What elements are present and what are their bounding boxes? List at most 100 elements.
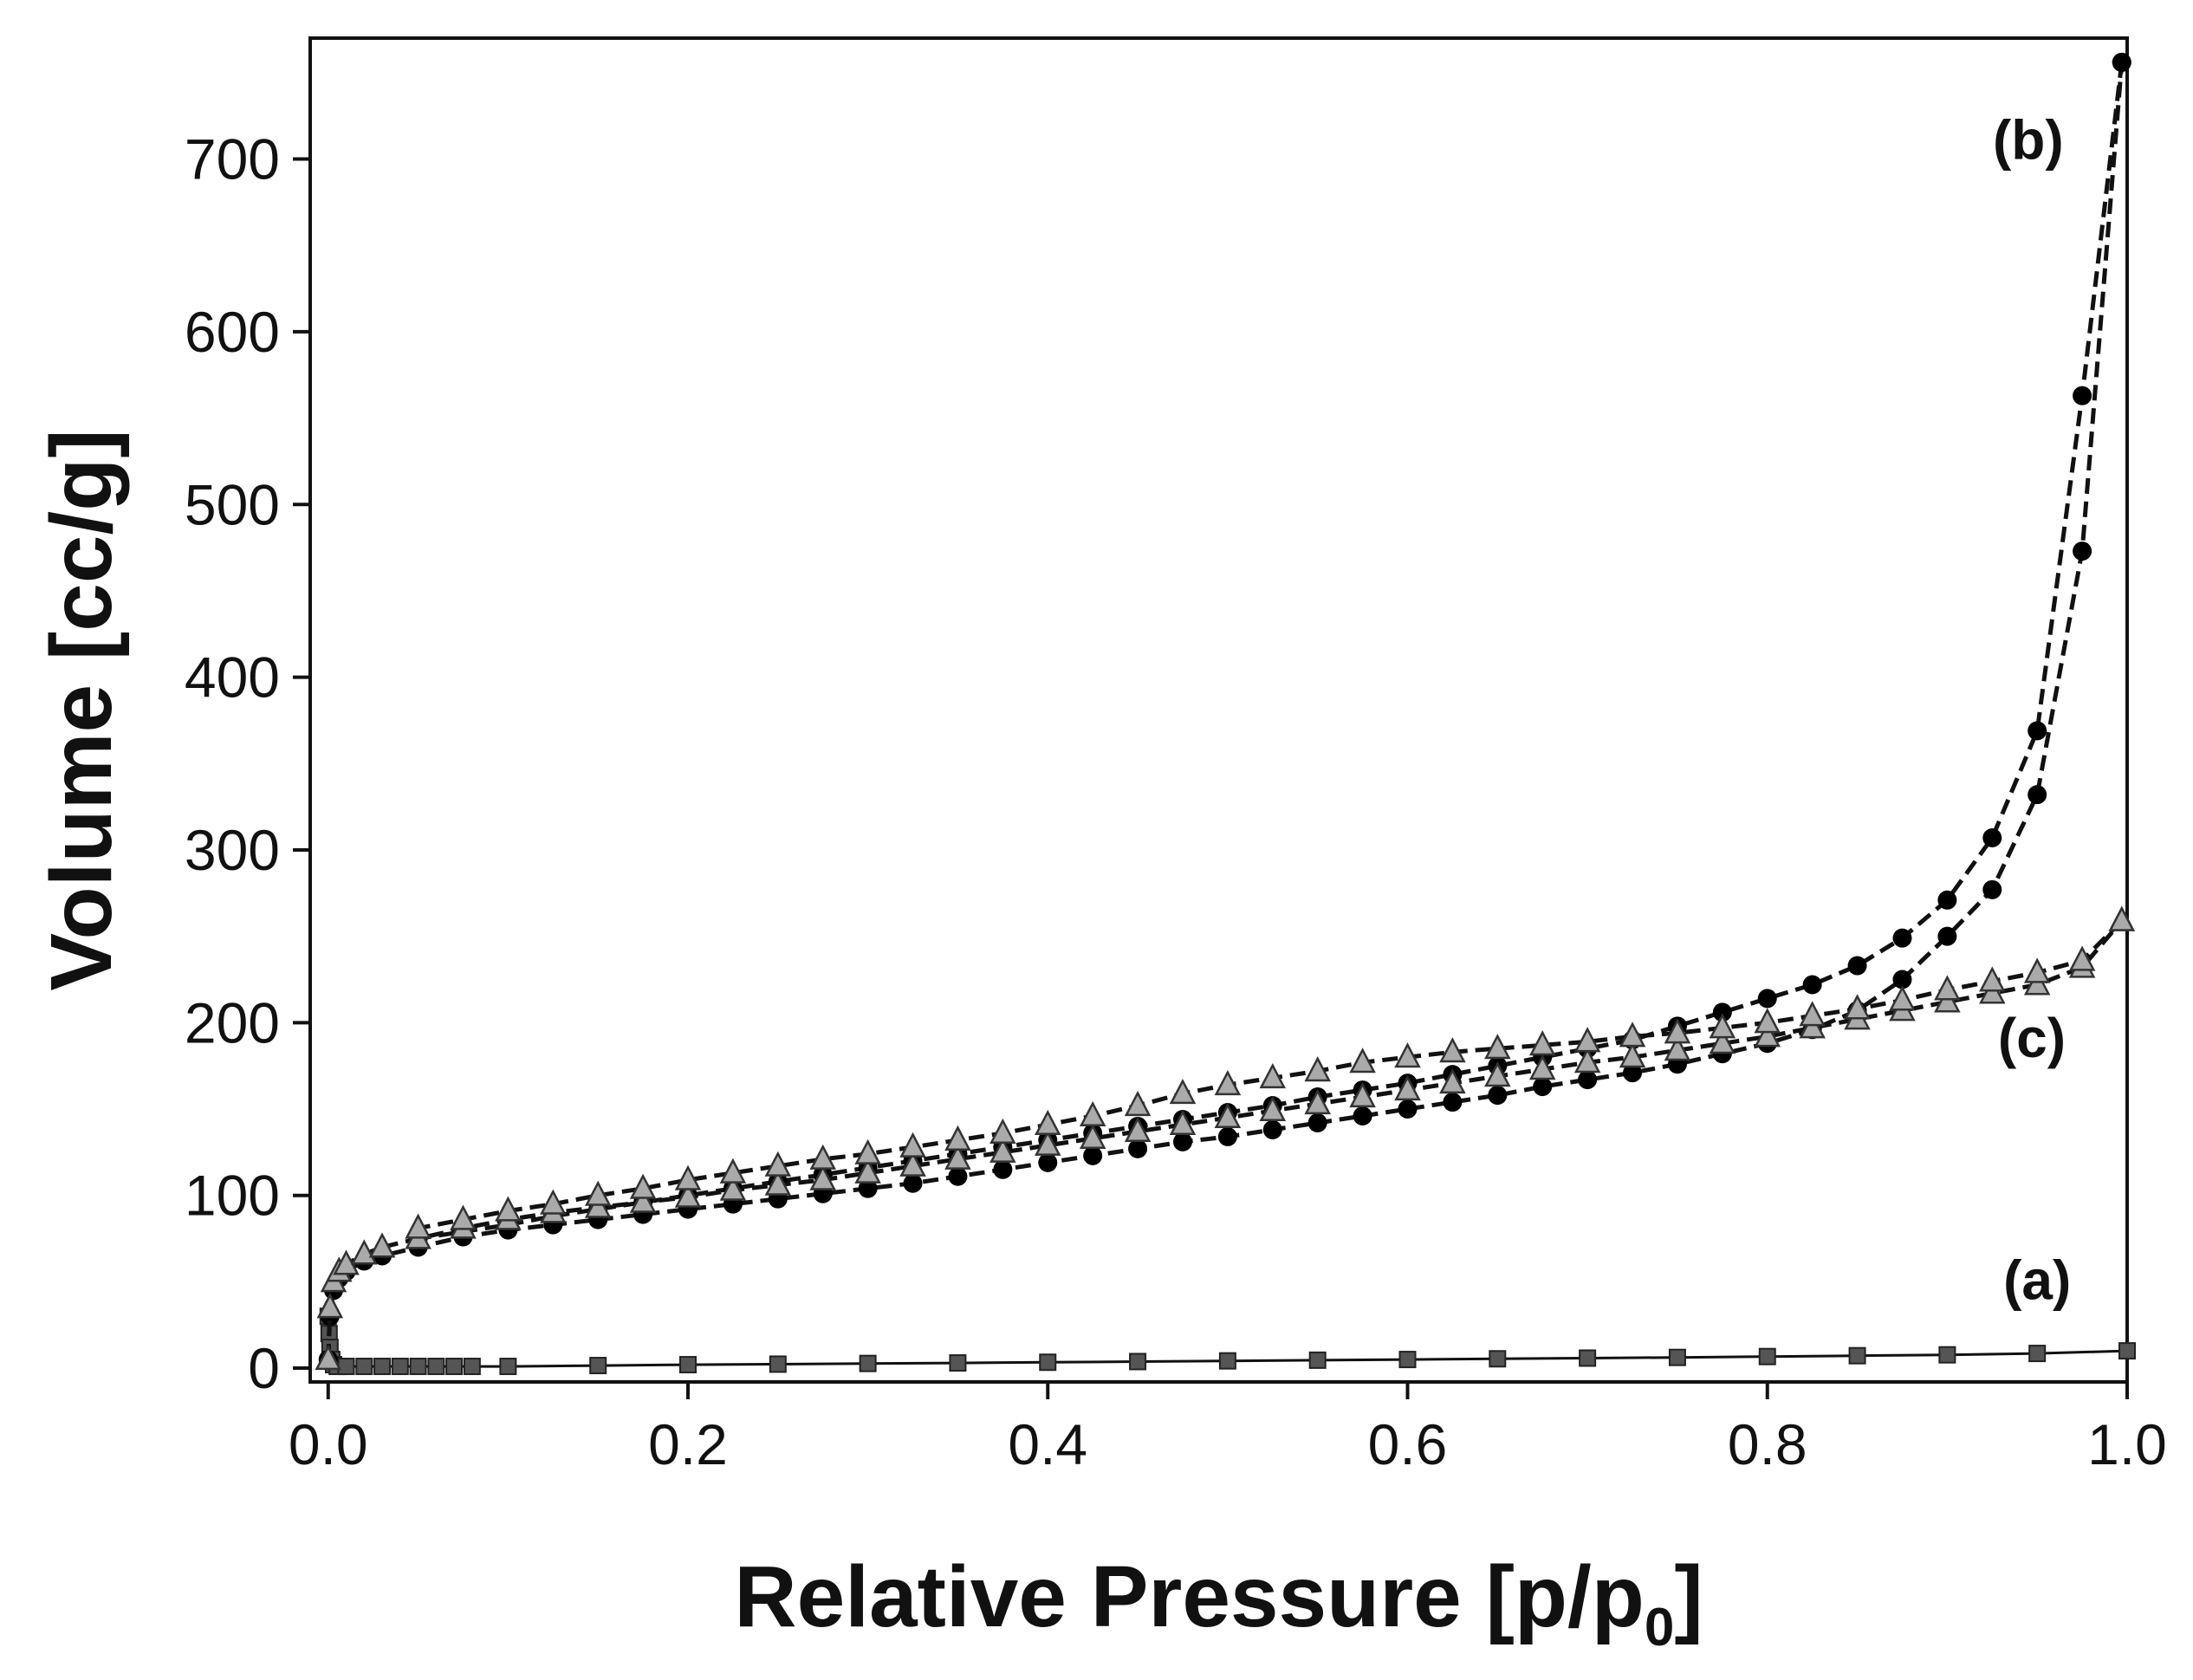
data-point	[1889, 985, 1916, 1011]
data-point	[2028, 721, 2047, 741]
data-point	[584, 1192, 612, 1218]
annotations: (b) (c) (a)	[1993, 109, 2071, 1312]
x-tick-label: 0.8	[1728, 1412, 1807, 1476]
data-point	[1439, 1068, 1466, 1094]
x-tick-label: 0.0	[289, 1412, 368, 1476]
data-point	[1934, 975, 1961, 1001]
annotation-label: (a)	[2003, 1249, 2071, 1311]
data-point	[1937, 926, 1957, 946]
data-point	[1799, 1013, 1826, 1039]
data-point	[1129, 1352, 1147, 1371]
data-point	[899, 1151, 926, 1177]
data-point	[1844, 994, 1871, 1020]
series-triangle-adsorption	[315, 905, 2136, 1371]
x-tick-label: 1.0	[2087, 1412, 2167, 1476]
data-point	[1034, 1109, 1061, 1136]
data-point	[1847, 956, 1867, 976]
data-point	[316, 1293, 344, 1319]
data-point	[1709, 1013, 1736, 1039]
data-point	[1349, 1081, 1376, 1108]
data-point	[1034, 1130, 1061, 1156]
plot-area	[308, 36, 2136, 1384]
x-axis-title: Relative Pressure [p/p0]	[734, 1548, 1703, 1657]
series-line	[326, 919, 2124, 1360]
data-point	[1848, 1346, 1866, 1365]
data-point	[1124, 1116, 1152, 1142]
y-tick-label: 200	[185, 990, 280, 1054]
data-point	[2023, 957, 2051, 983]
data-point	[337, 1358, 355, 1376]
data-point	[989, 1118, 1016, 1144]
data-point	[1038, 1152, 1058, 1172]
data-point	[2112, 52, 2131, 72]
data-point	[859, 1354, 877, 1372]
data-point	[315, 1344, 342, 1371]
data-point	[1754, 1022, 1781, 1048]
x-tick-label: 0.4	[1008, 1412, 1087, 1476]
data-point	[719, 1158, 747, 1184]
y-tick-label: 0	[248, 1336, 280, 1400]
data-point	[1712, 1002, 1732, 1022]
data-point	[1079, 1123, 1106, 1149]
data-point	[2108, 905, 2136, 931]
data-point	[1083, 1145, 1103, 1165]
data-point	[1218, 1352, 1236, 1370]
data-point	[1214, 1070, 1242, 1096]
y-tick-label: 600	[185, 300, 280, 364]
data-point	[949, 1354, 967, 1372]
data-point	[2023, 970, 2051, 996]
data-point	[1308, 1351, 1327, 1369]
data-point	[1578, 1070, 1598, 1090]
data-point	[1079, 1100, 1106, 1127]
data-point	[1937, 890, 1957, 910]
data-point	[1938, 1346, 1956, 1364]
x-axis-title-main: Relative Pressure [p/p	[734, 1548, 1644, 1645]
data-point	[1398, 1351, 1417, 1369]
data-point	[1172, 1132, 1192, 1151]
data-point	[1579, 1349, 1597, 1367]
data-point	[769, 1355, 787, 1373]
data-point	[495, 1196, 522, 1222]
data-point	[351, 1239, 378, 1265]
annotation-label: (b)	[1993, 109, 2064, 172]
data-point	[629, 1173, 657, 1199]
data-point	[1353, 1106, 1372, 1125]
data-point	[1758, 1347, 1776, 1365]
data-point	[589, 1357, 607, 1375]
data-point	[1799, 1001, 1826, 1027]
series-line	[326, 62, 2125, 1360]
data-point	[450, 1204, 477, 1230]
data-point	[1169, 1078, 1197, 1105]
data-point	[368, 1232, 396, 1258]
data-point	[674, 1164, 702, 1190]
data-point	[674, 1182, 702, 1208]
x-axis-title-subscript: 0	[1645, 1598, 1674, 1657]
data-point	[854, 1138, 881, 1164]
data-point	[409, 1358, 427, 1376]
data-point	[1443, 1093, 1463, 1112]
data-point	[1259, 1095, 1287, 1122]
data-point	[2068, 945, 2096, 971]
data-point	[1349, 1048, 1376, 1074]
data-point	[2073, 386, 2092, 405]
data-point	[1979, 966, 2006, 992]
data-point	[809, 1144, 836, 1170]
data-point	[391, 1358, 409, 1376]
data-point	[858, 1178, 878, 1198]
data-point	[1664, 1035, 1691, 1061]
data-point	[903, 1173, 923, 1193]
data-point	[1619, 1022, 1646, 1048]
data-point	[1528, 1054, 1556, 1080]
data-point	[2028, 1345, 2047, 1363]
data-point	[1304, 1088, 1331, 1115]
data-point	[463, 1358, 481, 1376]
data-point	[499, 1358, 517, 1376]
data-point	[1573, 1048, 1601, 1074]
data-point	[1262, 1119, 1282, 1139]
data-point	[944, 1144, 971, 1170]
data-point	[1484, 1061, 1511, 1087]
data-point	[540, 1189, 567, 1215]
data-point	[1398, 1099, 1418, 1119]
data-point	[1128, 1138, 1148, 1158]
